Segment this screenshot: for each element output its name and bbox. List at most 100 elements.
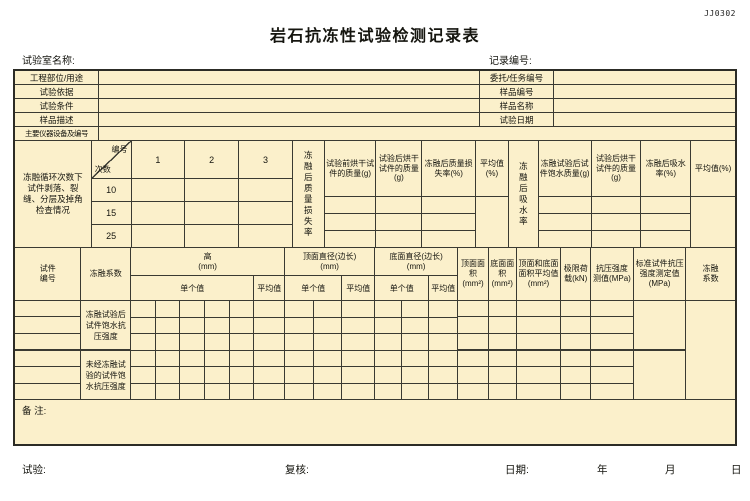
- data-cell: [591, 214, 641, 231]
- single-value-header: 单个值: [131, 276, 255, 300]
- data-cell: [180, 318, 205, 334]
- column-header: 平均值(%): [476, 141, 508, 197]
- column-header: 冻融后吸水率(%): [641, 141, 691, 197]
- data-cell: [239, 179, 292, 202]
- average-header: 平均值: [257, 283, 282, 293]
- info-value-cell: [99, 113, 480, 126]
- mass-column: 试验后烘干试件的质量(g): [376, 141, 423, 247]
- data-cell: [131, 384, 155, 400]
- data-cell: [180, 384, 204, 400]
- vertical-text: 冻融后吸水率: [519, 161, 528, 226]
- single-column: [313, 301, 343, 399]
- single-column: [131, 301, 156, 399]
- column-header: 底面面积(mm²): [488, 248, 516, 301]
- data-cell: [516, 351, 561, 368]
- data-cell: [458, 334, 488, 351]
- data-cell: [516, 367, 561, 384]
- data-cell: [561, 301, 591, 318]
- data-cell: [313, 351, 342, 367]
- check-condition-label: 冻融循环次数下试件剥落、裂缝、分层及掉角检查情况: [15, 141, 92, 247]
- strength-section: 试件编号 冻融系数 冻融试验后试件饱水抗压强度 未经冻融试验的试件饱水抗压强度 …: [15, 248, 735, 400]
- record-no-label: 记录编号:: [489, 56, 532, 67]
- group-unit: (mm): [320, 261, 339, 271]
- data-cell: [15, 334, 81, 351]
- notes-label: 备 注:: [22, 406, 47, 417]
- data-cell: [375, 318, 402, 334]
- average-column: [429, 301, 458, 399]
- data-cell: [429, 318, 458, 334]
- specimen-no-column: 试件编号: [15, 248, 82, 399]
- data-cell: [324, 214, 376, 231]
- absorption-column: 试验后烘干试件的质量(g): [591, 141, 642, 247]
- single-column: [155, 301, 181, 399]
- info-row: 样品描述 试验日期: [15, 113, 735, 127]
- data-cell: [375, 351, 402, 367]
- data-cell: [229, 334, 254, 351]
- data-cell: [132, 225, 185, 247]
- data-cell: [429, 351, 458, 367]
- data-cell: [591, 197, 641, 214]
- dim-group-header: 高 (mm): [131, 248, 285, 276]
- form-code: JJ0302: [704, 9, 736, 18]
- data-cell: [402, 301, 429, 318]
- data-cell: [285, 351, 313, 367]
- avg-area-column: 顶面和底面面积平均值(mm²): [516, 248, 562, 399]
- data-cell: [239, 225, 292, 247]
- data-cell: [342, 384, 374, 400]
- column-header: 冻融系数: [686, 248, 735, 301]
- data-cell: [539, 231, 591, 247]
- data-cell: [591, 301, 633, 318]
- average-column: [254, 301, 285, 400]
- dim-group-header: 顶面直径(边长) (mm): [285, 248, 375, 276]
- equipment-label: 主要仪器设备及编号: [15, 127, 99, 140]
- absorption-column: 冻融试验后试件饱水质量(g): [538, 141, 592, 247]
- merged-cell: [634, 351, 686, 399]
- coeff-label-column: 冻融系数 冻融试验后试件饱水抗压强度 未经冻融试验的试件饱水抗压强度: [81, 248, 132, 399]
- specimen-column: 1: [131, 141, 186, 247]
- data-cell: [180, 334, 205, 351]
- data-cell: [205, 367, 229, 384]
- info-value-cell: [554, 113, 735, 126]
- data-cell: [131, 301, 155, 318]
- data-cell: [155, 334, 180, 351]
- data-cell: [155, 318, 180, 334]
- single-value-header: 单个值: [285, 276, 343, 300]
- data-cell: [402, 351, 429, 367]
- data-cell: [429, 334, 458, 351]
- data-cell: [458, 351, 488, 368]
- data-cell: [561, 384, 590, 399]
- data-cell: [342, 367, 375, 384]
- single-column: [205, 301, 230, 399]
- column-header: 顶面和底面面积平均值(mm²): [516, 248, 561, 301]
- specimen-column: 3: [239, 141, 293, 247]
- data-cell: [205, 351, 229, 367]
- top-diameter-group: 顶面直径(边长) (mm) 单个值 平均值: [285, 248, 376, 400]
- data-cell: [229, 367, 254, 384]
- info-label: 样品描述: [15, 113, 99, 126]
- group-unit: (mm): [198, 261, 217, 271]
- column-header: 试验后烘干试件的质量(g): [376, 141, 422, 197]
- column-header: 顶面面积(mm²): [458, 248, 488, 301]
- data-cell: [180, 367, 205, 384]
- data-cell: [591, 334, 633, 351]
- info-row: 试验依据 样品编号: [15, 85, 735, 99]
- year-label: 年: [597, 464, 608, 476]
- coeff-value-column: 冻融系数: [686, 248, 735, 399]
- data-cell: [342, 301, 375, 318]
- info-label: 试验依据: [15, 85, 99, 98]
- data-cell: [15, 351, 81, 368]
- freeze-check-section: 冻融循环次数下试件剥落、裂缝、分层及掉角检查情况 编号 次数 10 15 25 …: [15, 141, 735, 248]
- specimen-col-header: 3: [239, 141, 292, 179]
- data-cell: [402, 384, 428, 400]
- data-cell: [591, 317, 633, 334]
- info-value-cell: [99, 71, 480, 84]
- info-label: 试验条件: [15, 99, 99, 112]
- data-cell: [254, 384, 284, 400]
- average-merged-cell: [691, 197, 735, 247]
- data-cell: [375, 384, 401, 400]
- record-form-table: 工程部位/用途 委托/任务编号 试验依据 样品编号 试验条件 样品名称 样品描述…: [13, 69, 737, 446]
- data-cell: [538, 214, 591, 231]
- data-grid: [375, 301, 458, 400]
- average-header: 平均值: [346, 283, 371, 293]
- mass-column: 试验前烘干试件的质量(g): [324, 141, 377, 247]
